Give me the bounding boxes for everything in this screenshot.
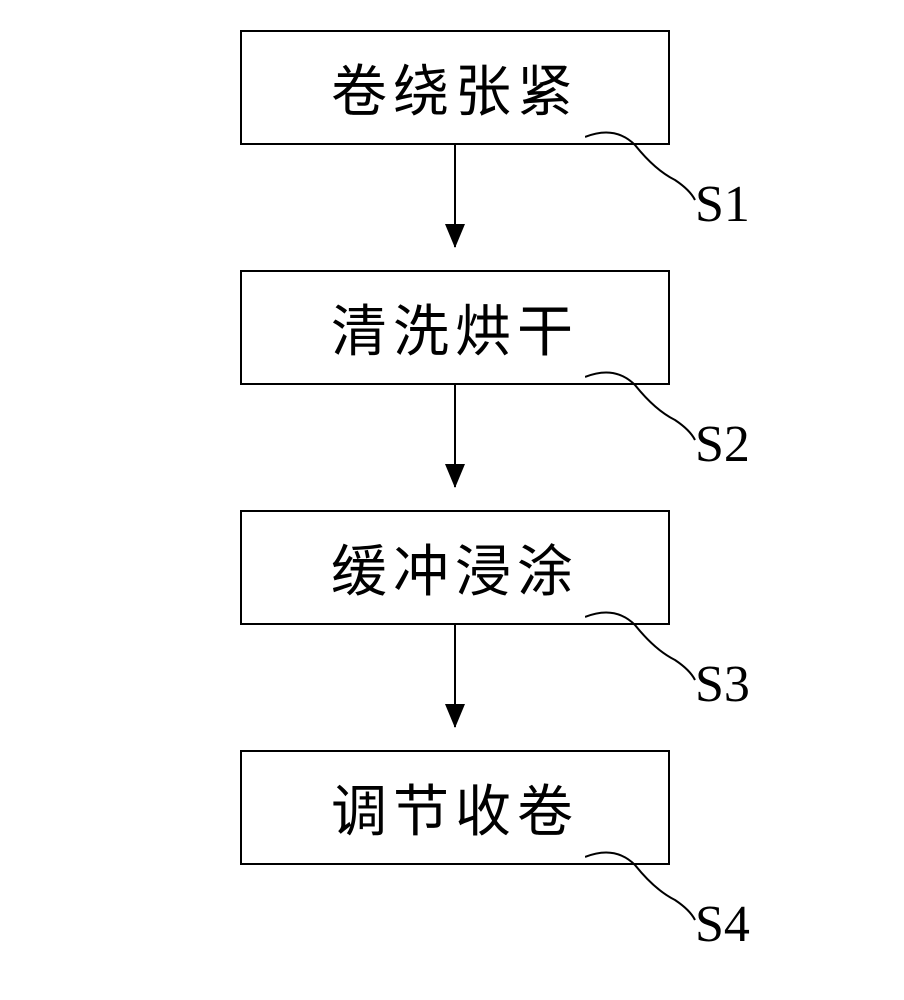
flowchart-container: 卷绕张紧 S1 清洗烘干 S2 缓冲浸涂 S3 调节收卷 S4 [155, 30, 755, 865]
step-label-4: S4 [695, 895, 750, 954]
arrow-2 [240, 385, 670, 510]
arrow-line-3 [454, 625, 456, 727]
arrow-head-icon [445, 464, 465, 488]
step-text-4: 调节收卷 [331, 767, 579, 848]
arrow-line-1 [454, 145, 456, 247]
step-box-1: 卷绕张紧 [240, 30, 670, 145]
step-label-3: S3 [695, 655, 750, 714]
arrow-head-icon [445, 224, 465, 248]
step-box-3: 缓冲浸涂 [240, 510, 670, 625]
arrow-3 [240, 625, 670, 750]
step-text-1: 卷绕张紧 [331, 47, 579, 128]
arrow-head-icon [445, 704, 465, 728]
step-box-2: 清洗烘干 [240, 270, 670, 385]
arrow-line-2 [454, 385, 456, 487]
arrow-1 [240, 145, 670, 270]
step-text-2: 清洗烘干 [331, 287, 579, 368]
step-box-4: 调节收卷 [240, 750, 670, 865]
step-label-2: S2 [695, 415, 750, 474]
step-label-1: S1 [695, 175, 750, 234]
step-text-3: 缓冲浸涂 [331, 527, 579, 608]
